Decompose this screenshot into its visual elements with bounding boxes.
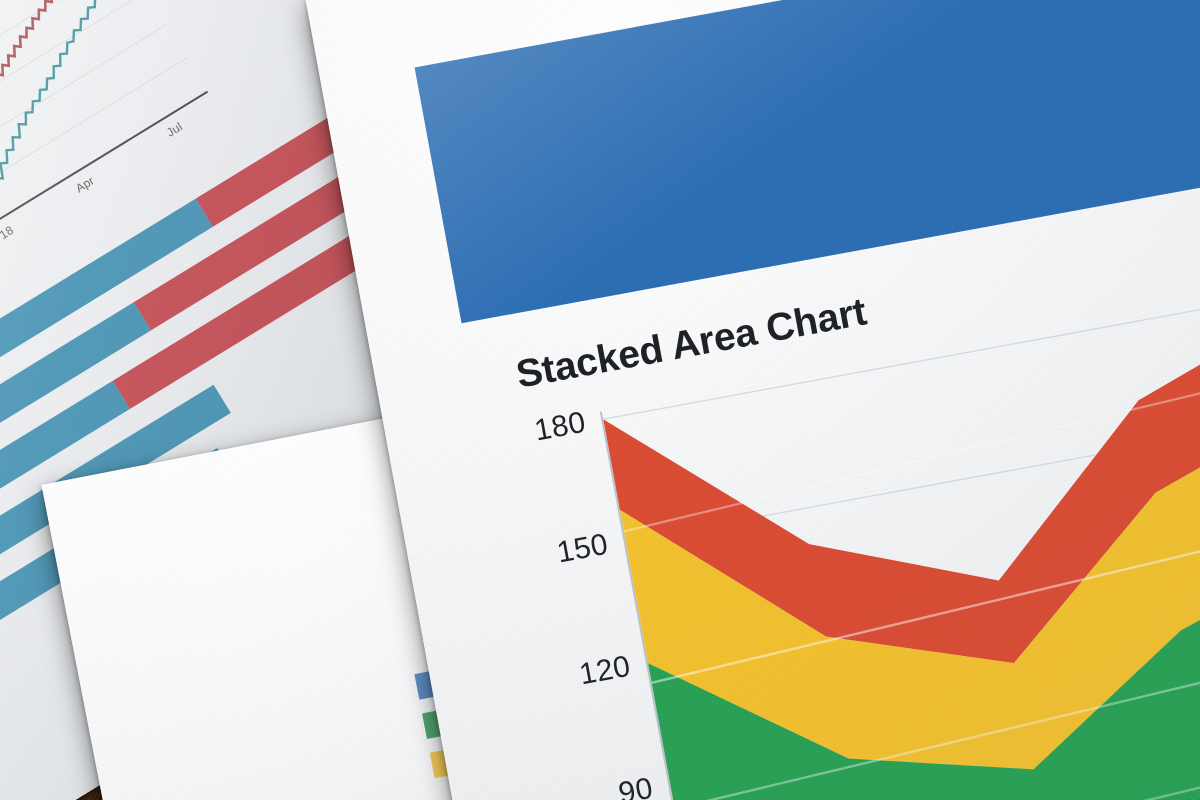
y-tick-90: 90 xyxy=(615,771,656,800)
report-header-banner xyxy=(414,0,1200,324)
y-tick-120: 120 xyxy=(576,649,634,692)
plot-area xyxy=(602,284,1200,800)
main-report-sheet: Stacked Area Chart 180 150 120 90 xyxy=(305,0,1200,800)
left-report-sheet: Jan '18 Apr Jul 46% 53% 54% xyxy=(0,0,694,800)
y-tick-180: 180 xyxy=(531,405,589,448)
stacked-area-chart: 180 150 120 90 xyxy=(482,284,1200,800)
y-tick-150: 150 xyxy=(554,527,611,570)
area-series-svg xyxy=(603,290,1200,800)
